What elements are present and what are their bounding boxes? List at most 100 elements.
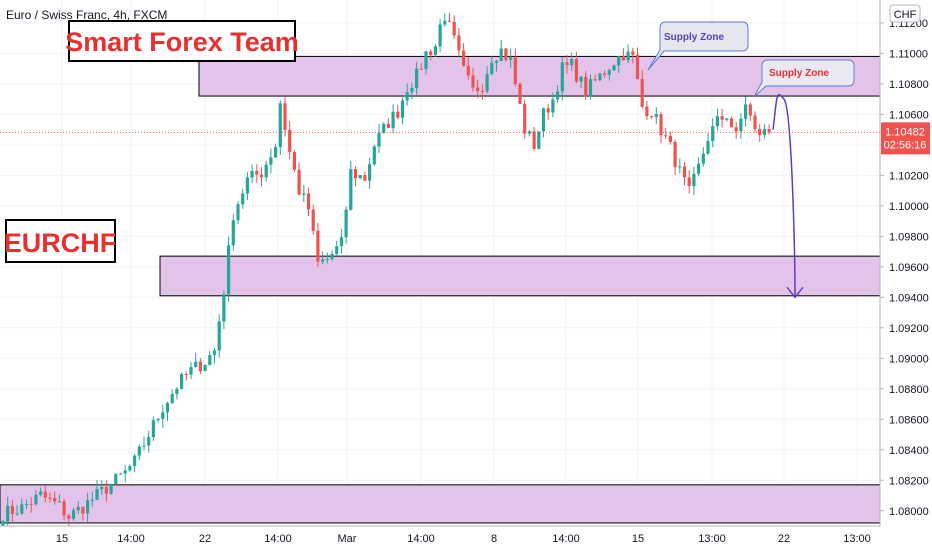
candle-body: [509, 57, 513, 60]
candle-body: [189, 366, 193, 375]
candle-body: [391, 111, 395, 128]
candle-body: [236, 204, 240, 221]
candle-body: [617, 56, 621, 66]
candle-body: [476, 87, 480, 92]
candle-body: [438, 24, 442, 47]
candle-body: [598, 73, 602, 81]
candle-body: [673, 141, 677, 168]
candle-body: [217, 321, 221, 351]
candle-body: [645, 106, 649, 117]
candle-body: [15, 513, 19, 515]
y-tick-label: 1.10200: [889, 170, 929, 182]
y-tick-label: 1.09000: [889, 353, 929, 365]
y-tick-label: 1.08200: [889, 475, 929, 487]
candle-body: [335, 246, 339, 255]
price-axis[interactable]: 1.112001.110001.108001.106001.104001.102…: [879, 0, 932, 526]
candle-body: [165, 403, 170, 413]
candle-body: [701, 153, 705, 164]
candle-body: [10, 505, 14, 514]
candle-body: [527, 131, 531, 134]
candle-body: [560, 62, 564, 92]
candle-body: [396, 111, 400, 118]
supply-zone-label-2: Supply Zone: [769, 68, 829, 79]
candle-body: [86, 500, 90, 514]
time-axis[interactable]: 15 14:00 22 14:00 Mar 14:00 8 14:00 15 13:00 22 13:…: [0, 525, 932, 550]
candle-body: [532, 131, 536, 149]
y-tick-label: 1.09400: [889, 292, 929, 304]
candle-body: [485, 73, 489, 92]
y-tick-label: 1.08600: [889, 414, 929, 426]
candle-body: [687, 177, 691, 187]
candle-body: [222, 294, 226, 322]
supply-zone-callout-1[interactable]: Supply Zone: [647, 21, 749, 71]
candle-body: [753, 115, 757, 130]
candle-body: [518, 84, 522, 104]
x-tick-label: 14:00: [407, 533, 435, 545]
candle-body: [123, 470, 127, 474]
currency-label: CHF: [894, 9, 917, 21]
candle-body: [565, 62, 569, 65]
candle-body: [433, 46, 437, 55]
candle-body: [170, 393, 174, 404]
candle-body: [151, 420, 155, 438]
candle-body: [556, 91, 560, 100]
candle-body: [306, 193, 311, 210]
candle-body: [269, 157, 273, 165]
y-tick-label: 1.10800: [889, 79, 929, 91]
pair-label-box: EURCHF: [4, 219, 116, 263]
candle-body: [358, 175, 362, 179]
candle-body: [231, 220, 235, 246]
candle-body: [43, 491, 47, 498]
candle-body: [297, 169, 301, 195]
candle-body: [382, 123, 386, 133]
candle-body: [321, 259, 325, 262]
candle-body: [34, 494, 38, 505]
currency-badge: [889, 4, 921, 23]
candle-body: [400, 100, 405, 118]
last-price-value: 1.10482: [885, 126, 925, 138]
candle-body: [706, 141, 710, 154]
candle-body: [161, 412, 165, 419]
candle-body: [584, 76, 588, 97]
candle-body: [650, 116, 654, 118]
candle-body: [631, 51, 635, 55]
candle-body: [175, 388, 179, 394]
x-tick-label: 15: [632, 533, 644, 545]
candle-body: [612, 65, 616, 71]
candle-body: [405, 92, 409, 101]
y-tick-label: 1.08400: [889, 445, 929, 457]
candle-body: [457, 35, 461, 51]
candle-body: [424, 51, 428, 70]
candle-body: [339, 237, 343, 247]
last-price-badge: 1.10482 02:56:16: [881, 122, 930, 155]
candle-body: [640, 79, 644, 107]
candle-body: [203, 364, 207, 372]
y-tick-label: 1.09800: [889, 231, 929, 243]
candle-body: [621, 56, 625, 61]
candle-body: [607, 70, 611, 75]
y-tick-label: 1.10000: [889, 201, 929, 213]
candle-body: [147, 437, 151, 446]
candle-body: [302, 193, 306, 195]
candle-body: [513, 57, 517, 85]
candle-body: [227, 245, 231, 295]
candle-body: [6, 505, 10, 522]
supply-zone-callout-2[interactable]: Supply Zone: [753, 59, 855, 98]
candle-body: [739, 118, 743, 132]
candle-body: [668, 135, 672, 142]
x-tick-label: 13:00: [843, 533, 871, 545]
candle-body: [62, 501, 66, 516]
candle-body: [274, 146, 278, 158]
candle-body: [71, 510, 76, 519]
candle-body: [626, 51, 630, 61]
x-tick-label: Mar: [338, 533, 357, 545]
candle-body: [81, 506, 85, 514]
candle-body: [90, 499, 94, 501]
candle-body: [715, 116, 719, 127]
candle-body: [316, 230, 320, 262]
candle-body: [48, 497, 52, 499]
candle-body: [419, 68, 423, 70]
candle-body: [241, 193, 245, 205]
x-tick-label: 8: [491, 533, 497, 545]
